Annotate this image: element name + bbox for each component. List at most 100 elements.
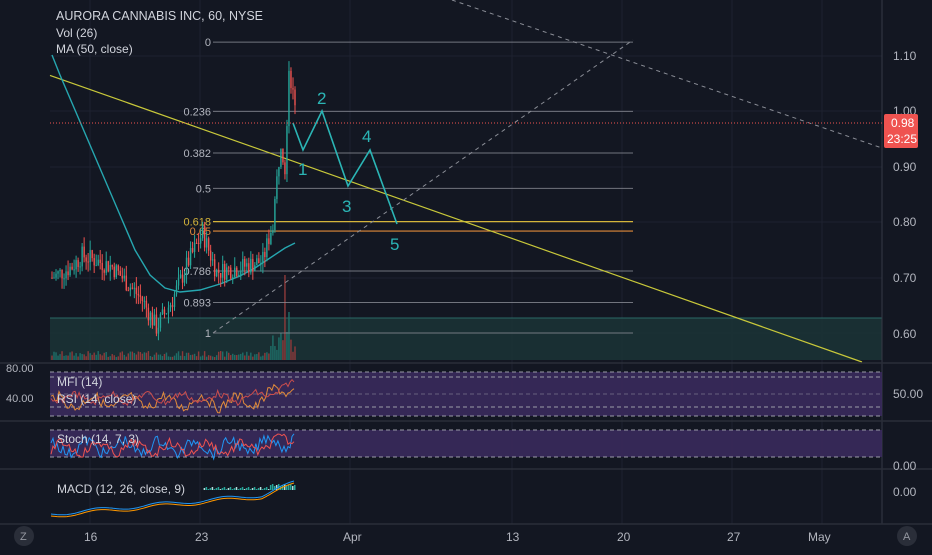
volume-bar — [217, 351, 220, 360]
volume-bar — [189, 354, 192, 360]
candle-body — [95, 265, 97, 267]
volume-bar — [89, 353, 91, 360]
volume-bar — [65, 355, 67, 360]
wave-label: 1 — [298, 160, 307, 179]
volume-bar — [71, 351, 73, 360]
volume-bar — [280, 333, 282, 360]
volume-bar — [83, 354, 85, 360]
price-axis[interactable]: 1.10 1.00 0.90 0.80 0.70 0.60 — [893, 49, 917, 341]
volume-bar — [117, 356, 119, 360]
volume-bar — [248, 355, 250, 360]
volume-bars — [51, 275, 296, 360]
candle-body — [177, 277, 180, 286]
volume-bar — [157, 354, 160, 360]
auto-scale-button[interactable] — [897, 526, 917, 546]
mfi-label: MFI (14) — [57, 375, 102, 389]
fib-level-label: 0.786 — [183, 266, 211, 278]
candle-body — [61, 269, 63, 279]
macd-histogram-bar — [269, 485, 272, 490]
right-tick-macd-0: 0.00 — [893, 485, 917, 499]
candle-body — [213, 259, 216, 277]
candle-body — [165, 313, 168, 315]
macd-histogram-bar — [207, 489, 210, 490]
candle-body — [181, 274, 184, 283]
candle-body — [67, 271, 69, 276]
macd-histogram-bar — [233, 488, 236, 490]
volume-bar — [85, 356, 87, 360]
volume-bar — [254, 354, 256, 360]
candle-body — [236, 267, 238, 276]
candle-body — [207, 238, 210, 251]
macd-histogram-bar — [247, 487, 250, 490]
volume-bar — [195, 356, 198, 360]
candle-body — [149, 312, 152, 321]
volume-bar — [278, 337, 280, 360]
candle-body — [292, 88, 294, 90]
candle-body — [123, 275, 126, 279]
wave-label: 5 — [390, 235, 399, 254]
candle-body — [79, 266, 81, 268]
macd-histogram-bar — [289, 484, 292, 490]
candle-body — [163, 309, 166, 314]
candle-body — [238, 274, 240, 276]
volume-bar — [292, 351, 294, 360]
candle-body — [195, 242, 198, 244]
volume-bar — [93, 352, 95, 360]
fib-level-label: 0.236 — [183, 106, 211, 118]
fib-level-label: 0.5 — [196, 183, 211, 195]
elliott-wave[interactable]: 1 2 3 4 5 — [292, 89, 399, 254]
lower-zone — [50, 318, 882, 360]
candle-body — [71, 266, 73, 270]
wave-path — [292, 108, 398, 225]
volume-bar — [107, 356, 109, 360]
candle-body — [224, 264, 226, 280]
macd-histogram-bar — [251, 488, 254, 490]
volume-bar — [238, 354, 240, 360]
macd-histogram-bar — [263, 488, 266, 490]
candle-body — [101, 262, 103, 271]
zoom-left-label: Z — [20, 531, 27, 543]
wave-label: 3 — [342, 197, 351, 216]
macd-histogram-bar — [291, 486, 294, 490]
macd-lines — [50, 480, 296, 518]
volume-bar — [101, 355, 103, 360]
candle-body — [232, 277, 234, 279]
candle-body — [262, 251, 264, 263]
candle-body — [81, 246, 83, 267]
macd-histogram-bar — [271, 484, 274, 490]
candle-body — [240, 270, 242, 275]
wave-label: 2 — [317, 89, 326, 108]
left-tick-80: 80.00 — [6, 363, 34, 375]
volume-bar — [155, 352, 158, 360]
candle-body — [284, 162, 286, 175]
fib-diagonal — [212, 39, 634, 334]
rsi-label: RSI (14, close) — [57, 392, 136, 406]
volume-bar — [145, 352, 148, 360]
candle-body — [89, 250, 91, 263]
candle-body — [197, 243, 200, 245]
volume-bar — [234, 354, 236, 360]
macd-histogram-bar — [205, 487, 208, 490]
candle-body — [258, 258, 260, 264]
time-axis[interactable]: 16 23 Apr 13 20 27 May — [84, 530, 831, 544]
candle-body — [250, 258, 252, 273]
macd-histogram-bar — [225, 489, 228, 490]
volume-bar — [59, 354, 61, 360]
candle-body — [127, 290, 130, 292]
volume-bar — [288, 312, 290, 360]
volume-bar — [151, 356, 154, 360]
stoch-lines — [50, 433, 295, 461]
volume-bar — [268, 353, 270, 360]
candle-body — [288, 70, 290, 127]
zoom-button-left[interactable] — [14, 526, 34, 546]
volume-bar — [272, 335, 274, 360]
volume-bar — [125, 356, 128, 360]
volume-bar — [224, 356, 226, 360]
volume-bar — [276, 349, 278, 360]
candle-body — [117, 265, 119, 271]
time-tick: May — [808, 530, 831, 544]
macd-histogram-bar — [211, 487, 214, 490]
candles — [51, 61, 296, 341]
